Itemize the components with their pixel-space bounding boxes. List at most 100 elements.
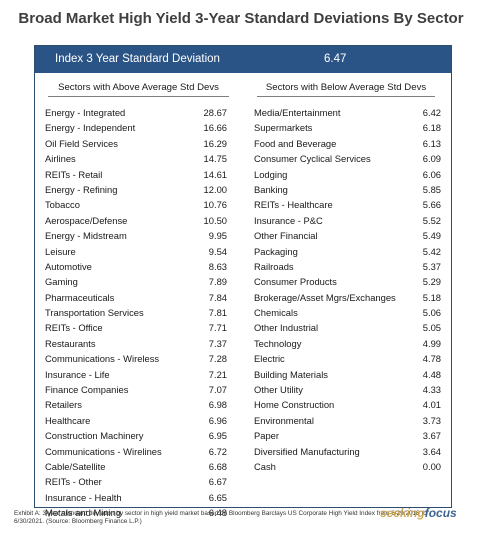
above-average-column: Sectors with Above Average Std Devs Ener… (42, 82, 235, 521)
sector-std-dev: 16.29 (203, 137, 227, 149)
sector-std-dev: 6.96 (208, 414, 227, 426)
sector-row: Energy - Midstream 9.95 (42, 228, 235, 243)
page-title: Broad Market High Yield 3-Year Standard … (18, 10, 464, 27)
sector-std-dev: 5.52 (422, 214, 441, 226)
sector-name: Banking (254, 183, 288, 195)
sector-std-dev: 0.00 (422, 460, 441, 472)
sector-name: Media/Entertainment (254, 107, 341, 118)
sector-row: Energy - Integrated 28.67 (42, 105, 235, 120)
sector-name: Consumer Products (254, 276, 337, 288)
sector-row: Gaming 7.89 (42, 274, 235, 289)
sector-std-dev: 3.73 (422, 414, 441, 426)
sector-name: Diversified Manufacturing (254, 445, 360, 457)
above-average-heading: Sectors with Above Average Std Devs (48, 82, 229, 97)
sector-std-dev: 4.01 (422, 399, 441, 411)
sector-row: Construction Machinery 6.95 (42, 428, 235, 443)
sector-name: Technology (254, 337, 302, 349)
sector-row: Cash 0.00 (251, 459, 441, 474)
std-dev-table: Index 3 Year Standard Deviation 6.47 Sec… (34, 45, 452, 518)
sector-row: Transportation Services 7.81 (42, 305, 235, 320)
sector-row: Chemicals 5.06 (251, 305, 441, 320)
sector-std-dev: 6.13 (422, 137, 441, 149)
sector-std-dev: 28.67 (203, 107, 227, 118)
sector-name: Consumer Cyclical Services (254, 153, 371, 165)
sector-name: Tobacco (45, 199, 80, 211)
sector-name: Cash (254, 460, 276, 472)
sector-name: Lodging (254, 168, 288, 180)
sector-name: Leisure (45, 245, 76, 257)
sector-row: Energy - Independent 16.66 (42, 120, 235, 135)
sector-std-dev: 5.66 (422, 199, 441, 211)
sector-name: Insurance - Health (45, 491, 122, 503)
sector-row: Building Materials 4.48 (251, 367, 441, 382)
sector-std-dev: 4.48 (422, 368, 441, 380)
sector-row: Automotive 8.63 (42, 259, 235, 274)
below-average-heading: Sectors with Below Average Std Devs (257, 82, 435, 97)
sector-name: Metals and Mining (45, 507, 122, 519)
sector-name: Building Materials (254, 368, 328, 380)
sector-std-dev: 10.50 (203, 214, 227, 226)
sector-name: Energy - Refining (45, 183, 118, 195)
sector-std-dev: 6.68 (208, 460, 227, 472)
sector-name: Other Industrial (254, 322, 319, 334)
sector-row: Technology 4.99 (251, 336, 441, 351)
sector-name: Environmental (254, 414, 314, 426)
sector-name: Other Financial (254, 230, 318, 242)
sector-row: Paper 3.67 (251, 428, 441, 443)
sector-std-dev: 5.06 (422, 307, 441, 319)
sector-name: Food and Beverage (254, 137, 337, 149)
below-average-column: Sectors with Below Average Std Devs Medi… (251, 82, 441, 474)
sector-std-dev: 3.67 (422, 430, 441, 442)
sector-row: Finance Companies 7.07 (42, 382, 235, 397)
sector-std-dev: 6.48 (208, 507, 227, 519)
sector-std-dev: 5.85 (422, 183, 441, 195)
exhibit-caption: Exhibit A: 3-year standard deviation by … (14, 510, 427, 526)
sector-name: Insurance - P&C (254, 214, 323, 226)
sector-name: REITs - Healthcare (254, 199, 333, 211)
sector-std-dev: 7.28 (208, 353, 227, 365)
sector-row: Other Financial 5.49 (251, 228, 441, 243)
sector-row: Insurance - P&C 5.52 (251, 213, 441, 228)
sector-row: Packaging 5.42 (251, 244, 441, 259)
sector-row: Energy - Refining 12.00 (42, 182, 235, 197)
sector-row: Environmental 3.73 (251, 413, 441, 428)
index-std-dev-value: 6.47 (324, 53, 347, 65)
sector-name: Energy - Midstream (45, 230, 127, 242)
sector-std-dev: 16.66 (203, 122, 227, 134)
sector-std-dev: 8.63 (208, 260, 227, 272)
sector-std-dev: 7.81 (208, 307, 227, 319)
sector-row: Other Utility 4.33 (251, 382, 441, 397)
above-average-list: Energy - Integrated 28.67 Energy - Indepen… (42, 105, 235, 521)
sector-std-dev: 6.18 (422, 122, 441, 134)
sector-name: Home Construction (254, 399, 335, 411)
sector-row: Restaurants 7.37 (42, 336, 235, 351)
sector-std-dev: 5.18 (422, 291, 441, 303)
sector-row: Retailers 6.98 (42, 397, 235, 412)
sector-row: Insurance - Health 6.65 (42, 490, 235, 505)
sector-std-dev: 6.67 (208, 476, 227, 488)
sector-name: Energy - Independent (45, 122, 136, 134)
sector-row: Electric 4.78 (251, 351, 441, 366)
sector-std-dev: 9.95 (208, 230, 227, 242)
sector-std-dev: 5.49 (422, 230, 441, 242)
sector-name: Cable/Satellite (45, 460, 106, 472)
sector-std-dev: 4.33 (422, 384, 441, 396)
sector-row: Food and Beverage 6.13 (251, 136, 441, 151)
sector-std-dev: 7.07 (208, 384, 227, 396)
sector-std-dev: 14.75 (203, 153, 227, 165)
sector-name: Construction Machinery (45, 430, 144, 442)
sector-row: REITs - Retail 14.61 (42, 167, 235, 182)
sector-row: Leisure 9.54 (42, 244, 235, 259)
sector-row: Healthcare 6.96 (42, 413, 235, 428)
sector-name: REITs - Office (45, 322, 103, 334)
sector-std-dev: 6.95 (208, 430, 227, 442)
sector-std-dev: 5.05 (422, 322, 441, 334)
sector-std-dev: 3.64 (422, 445, 441, 457)
publisher-logo: seekingfocus (380, 506, 457, 520)
sector-name: Aerospace/Defense (45, 214, 128, 226)
sector-name: Healthcare (45, 414, 91, 426)
sector-name: REITs - Other (45, 476, 102, 488)
sector-row: Tobacco 10.76 (42, 197, 235, 212)
sector-name: Automotive (45, 260, 92, 272)
sector-std-dev: 7.84 (208, 291, 227, 303)
